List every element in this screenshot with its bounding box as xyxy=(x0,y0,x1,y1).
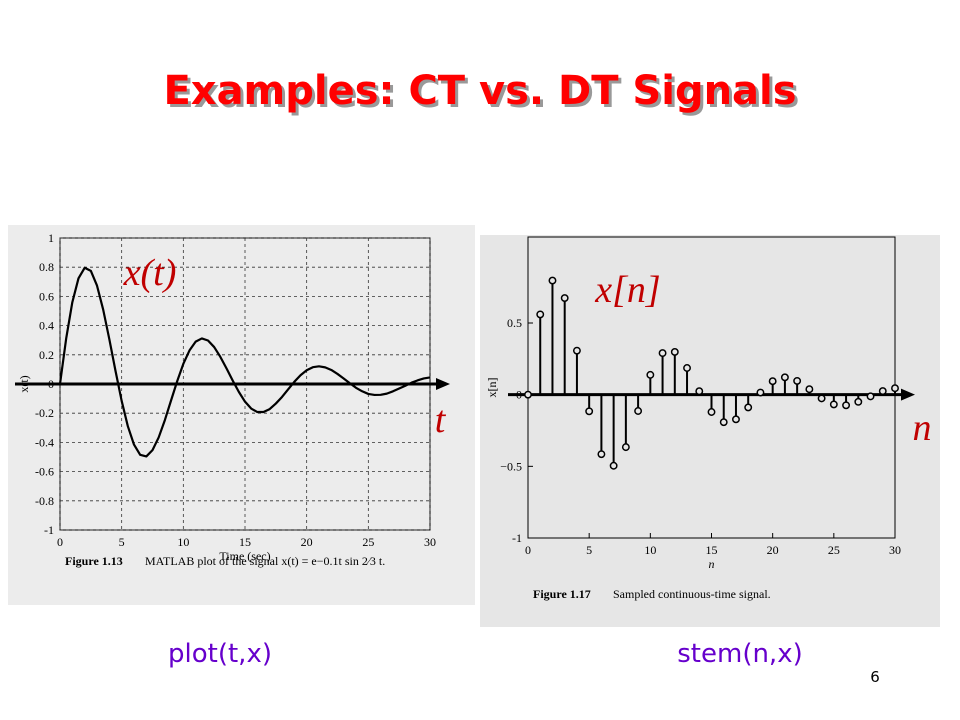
y-tick-label: -0.6 xyxy=(35,465,54,479)
y-tick-label: 0.4 xyxy=(39,319,54,333)
stem-marker xyxy=(719,418,728,427)
annotation: t xyxy=(435,399,447,441)
caption: stem(n,x) xyxy=(677,639,802,669)
figure-label: Figure 1.17 xyxy=(533,587,591,601)
stem-marker xyxy=(634,407,643,415)
stem-marker xyxy=(597,450,606,459)
figure-label: Figure 1.13 xyxy=(65,554,123,568)
y-tick-label: -1 xyxy=(512,531,522,545)
stem-marker xyxy=(524,390,532,399)
y-tick-label: 0.6 xyxy=(39,289,54,303)
x-tick-label: 25 xyxy=(362,535,374,549)
y-axis-label: x[n] xyxy=(485,378,499,398)
y-tick-label: -1 xyxy=(44,523,54,537)
annotation: x(t) xyxy=(123,252,177,294)
x-tick-label: 20 xyxy=(301,535,313,549)
y-tick-label: 0.5 xyxy=(507,316,522,330)
annotation: n xyxy=(913,407,932,449)
x-tick-label: 15 xyxy=(239,535,251,549)
stem-marker xyxy=(658,349,667,358)
stem-marker xyxy=(707,408,716,416)
caption: plot(t,x) xyxy=(168,639,272,669)
figure-background xyxy=(480,235,940,627)
x-tick-label: 0 xyxy=(57,535,63,549)
stem-marker xyxy=(585,407,594,416)
stem-marker xyxy=(891,384,899,393)
stem-marker xyxy=(560,294,569,303)
stem-marker xyxy=(768,377,777,386)
stem-marker xyxy=(829,400,838,409)
stem-marker xyxy=(854,397,863,406)
y-tick-label: −0.5 xyxy=(500,459,522,473)
y-tick-label: -0.4 xyxy=(35,435,54,449)
x-tick-label: 0 xyxy=(525,543,531,557)
arrow-head xyxy=(901,388,915,401)
x-tick-label: 25 xyxy=(828,543,840,557)
x-axis-label: n xyxy=(709,557,715,571)
stem-marker xyxy=(536,310,545,319)
x-tick-label: 20 xyxy=(767,543,779,557)
stem-marker xyxy=(793,376,802,385)
stem-marker xyxy=(683,364,691,372)
x-axis-label: Time (sec) xyxy=(219,549,270,563)
title-shadow: Examples: CT vs. DT Signals xyxy=(166,71,799,117)
x-tick-label: 15 xyxy=(706,543,718,557)
x-tick-label: 10 xyxy=(644,543,656,557)
figure-caption: Sampled continuous-time signal. xyxy=(613,587,771,601)
stem-marker xyxy=(646,370,655,379)
page-number: 6 xyxy=(870,668,880,686)
y-tick-label: 1 xyxy=(48,231,54,245)
stem-marker xyxy=(695,387,704,396)
stem-marker xyxy=(670,348,679,356)
stem-marker xyxy=(548,276,557,285)
stem-marker xyxy=(609,461,618,470)
stem-marker xyxy=(878,387,887,396)
figure-caption: MATLAB plot of the signal x(t) = e−0.1t … xyxy=(145,554,385,568)
stem-marker xyxy=(744,403,753,412)
x-tick-label: 5 xyxy=(119,535,125,549)
stem-marker xyxy=(756,388,765,397)
signal-line xyxy=(58,266,431,458)
y-tick-label: 0.8 xyxy=(39,260,54,274)
x-tick-label: 10 xyxy=(177,535,189,549)
figure-background xyxy=(8,225,475,605)
x-tick-label: 30 xyxy=(889,543,901,557)
stem-marker xyxy=(842,401,851,410)
stem-marker xyxy=(780,373,789,382)
y-tick-label: -0.8 xyxy=(35,494,54,508)
annotation: x[n] xyxy=(594,269,660,311)
x-tick-label: 30 xyxy=(424,535,436,549)
arrow-head xyxy=(436,378,450,390)
stem-marker xyxy=(732,415,740,424)
stem-marker xyxy=(621,443,630,452)
stem-marker xyxy=(817,394,826,403)
stem-marker xyxy=(805,385,814,394)
slide-title: Examples: CT vs. DT Signals xyxy=(163,68,796,114)
stem-marker xyxy=(572,346,581,355)
stem-marker xyxy=(866,392,875,401)
x-tick-label: 5 xyxy=(586,543,592,557)
y-tick-label: 0.2 xyxy=(39,348,54,362)
y-tick-label: -0.2 xyxy=(35,406,54,420)
